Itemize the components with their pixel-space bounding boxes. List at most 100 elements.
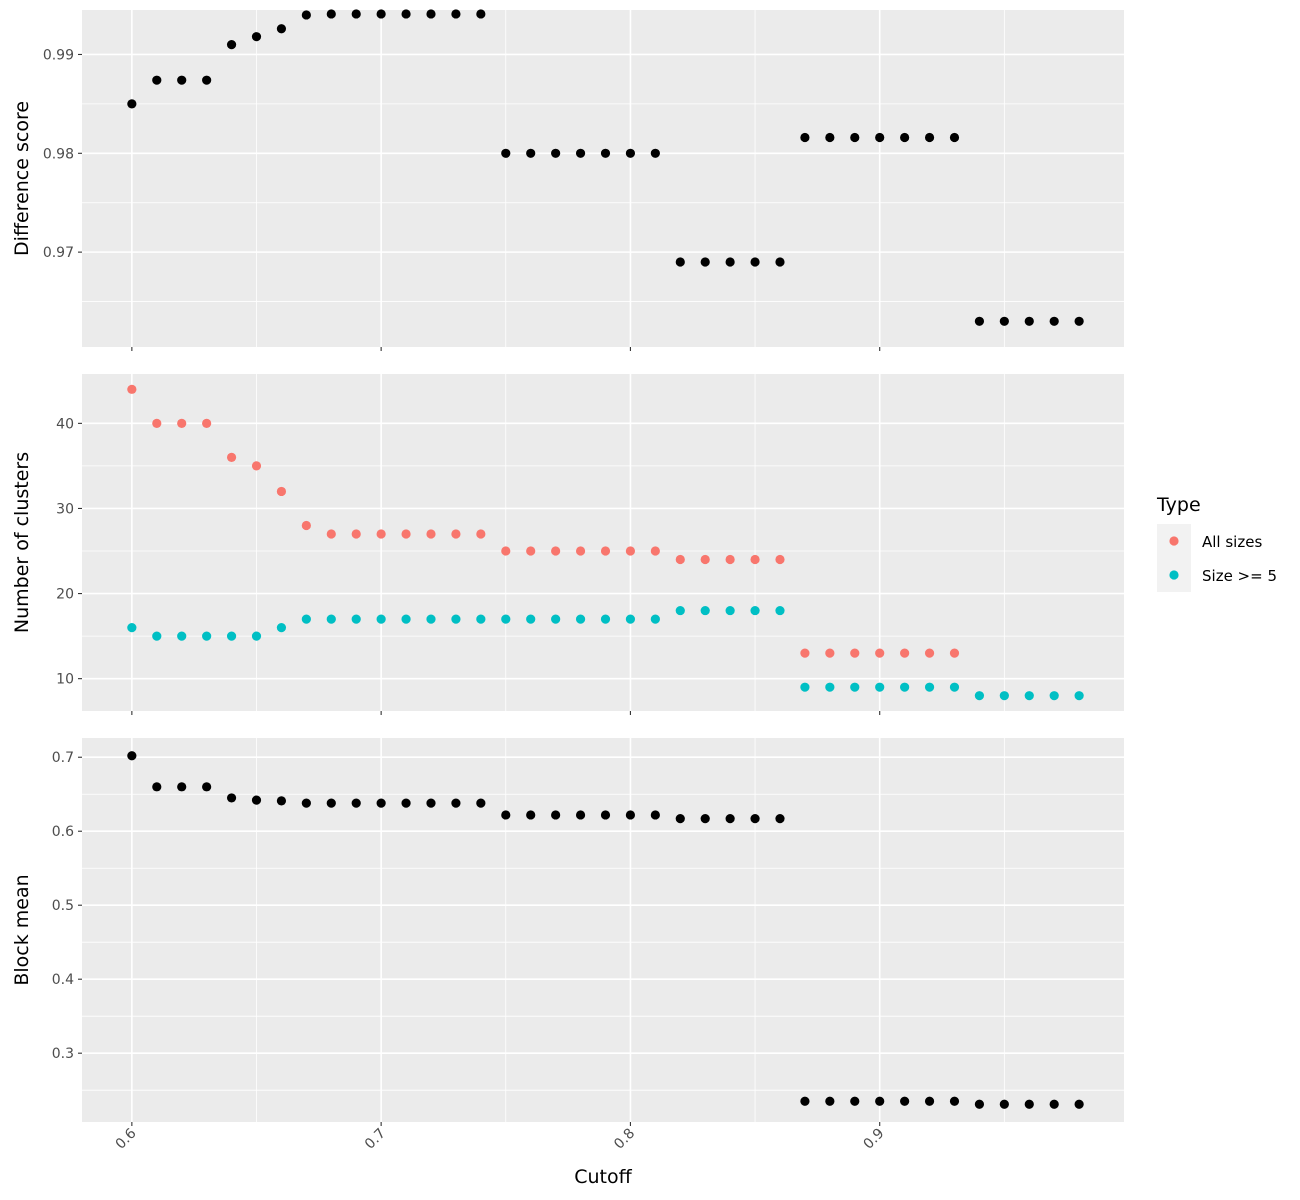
x-tick-label: 0.6 <box>113 1125 140 1152</box>
data-point <box>276 24 287 34</box>
data-point <box>800 648 810 658</box>
data-point <box>675 814 685 824</box>
data-point <box>476 529 486 539</box>
data-point <box>725 605 735 616</box>
data-point <box>850 682 860 692</box>
data-point <box>825 648 835 658</box>
data-point <box>426 798 436 808</box>
data-point <box>949 1096 960 1106</box>
data-point <box>426 529 436 539</box>
data-point <box>875 648 885 658</box>
data-point <box>301 614 311 624</box>
data-point <box>750 257 760 267</box>
data-point <box>476 614 486 624</box>
data-point <box>351 798 361 808</box>
legend-title: Type <box>1156 494 1201 516</box>
data-point <box>551 614 561 624</box>
data-point <box>575 614 586 624</box>
data-point <box>600 546 611 556</box>
data-point <box>800 1096 810 1106</box>
data-point <box>999 1099 1009 1109</box>
data-point <box>152 782 162 792</box>
y-tick-label: 0.99 <box>43 47 74 63</box>
y-tick-label: 0.97 <box>43 245 74 261</box>
data-point <box>575 546 586 556</box>
data-point <box>401 798 411 808</box>
data-point <box>675 554 685 565</box>
data-point <box>351 9 361 19</box>
data-point <box>526 148 536 158</box>
legend-key-point <box>1169 570 1179 580</box>
data-point <box>675 605 685 616</box>
x-tick-label: 0.9 <box>860 1126 887 1153</box>
data-point <box>451 614 461 624</box>
data-point <box>526 546 536 556</box>
data-point <box>226 452 237 462</box>
data-point <box>625 546 636 556</box>
data-point <box>600 148 611 158</box>
data-point <box>202 631 212 641</box>
data-point <box>875 682 885 692</box>
data-point <box>451 9 461 19</box>
data-point <box>1024 1099 1034 1109</box>
data-point <box>650 148 660 158</box>
data-point <box>825 132 835 143</box>
data-point <box>351 529 361 539</box>
data-point <box>301 10 311 20</box>
data-point <box>875 1096 885 1106</box>
data-point <box>800 682 810 692</box>
data-point <box>1049 691 1059 701</box>
y-axis-title: Difference score <box>11 101 33 256</box>
data-point <box>900 648 910 658</box>
data-point <box>551 810 561 820</box>
data-point <box>750 605 760 616</box>
data-point <box>750 554 760 565</box>
y-tick-label: 0.7 <box>52 750 74 766</box>
data-point <box>226 793 237 803</box>
y-axis-title: Number of clusters <box>11 452 33 633</box>
data-point <box>326 529 336 539</box>
data-point <box>974 1099 985 1109</box>
data-point <box>177 75 187 85</box>
data-point <box>949 132 960 143</box>
data-point <box>1024 691 1034 701</box>
data-point <box>501 546 511 556</box>
data-point <box>800 132 810 143</box>
data-point <box>202 782 212 792</box>
y-tick-label: 40 <box>56 416 74 432</box>
data-point <box>401 9 411 19</box>
data-point <box>251 795 262 805</box>
data-point <box>900 1096 910 1106</box>
data-point <box>501 810 511 820</box>
data-point <box>451 529 461 539</box>
y-tick-label: 0.4 <box>52 972 74 988</box>
data-point <box>575 148 586 158</box>
data-point <box>625 810 636 820</box>
data-point <box>974 691 985 701</box>
data-point <box>775 257 785 267</box>
legend-key-point <box>1169 536 1179 546</box>
data-point <box>900 682 910 692</box>
data-point <box>202 75 212 85</box>
data-point <box>775 605 785 616</box>
y-tick-label: 0.3 <box>52 1046 74 1062</box>
x-tick-label: 0.8 <box>611 1126 638 1153</box>
data-point <box>600 614 611 624</box>
data-point <box>650 614 660 624</box>
data-point <box>301 520 311 531</box>
data-point <box>526 810 536 820</box>
data-point <box>775 554 785 565</box>
data-point <box>700 814 710 824</box>
data-point <box>1049 1099 1059 1109</box>
legend-label: Size >= 5 <box>1202 567 1277 585</box>
data-point <box>376 798 386 808</box>
data-point <box>127 99 137 109</box>
data-point <box>600 810 611 820</box>
panel-background <box>82 10 1124 347</box>
data-point <box>999 691 1009 701</box>
data-point <box>825 1096 835 1106</box>
data-point <box>775 814 785 824</box>
y-tick-label: 30 <box>56 501 74 517</box>
data-point <box>625 614 636 624</box>
